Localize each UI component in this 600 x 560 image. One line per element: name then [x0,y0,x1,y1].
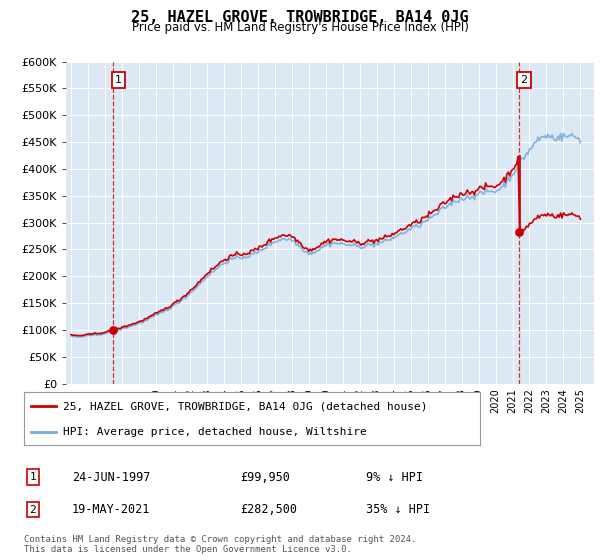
Text: 1: 1 [29,472,37,482]
Text: 2: 2 [29,505,37,515]
Text: £99,950: £99,950 [240,470,290,484]
Text: 1: 1 [115,76,122,85]
Text: 24-JUN-1997: 24-JUN-1997 [72,470,151,484]
Point [109,325,118,334]
Text: HPI: Average price, detached house, Wiltshire: HPI: Average price, detached house, Wilt… [63,427,367,437]
Text: 2: 2 [520,76,527,85]
Text: 19-MAY-2021: 19-MAY-2021 [72,503,151,516]
Text: £282,500: £282,500 [240,503,297,516]
Text: Price paid vs. HM Land Registry's House Price Index (HPI): Price paid vs. HM Land Registry's House … [131,21,469,34]
Text: 9% ↓ HPI: 9% ↓ HPI [366,470,423,484]
Text: 25, HAZEL GROVE, TROWBRIDGE, BA14 0JG: 25, HAZEL GROVE, TROWBRIDGE, BA14 0JG [131,10,469,25]
Text: 35% ↓ HPI: 35% ↓ HPI [366,503,430,516]
Text: Contains HM Land Registry data © Crown copyright and database right 2024.
This d: Contains HM Land Registry data © Crown c… [24,535,416,554]
Text: 25, HAZEL GROVE, TROWBRIDGE, BA14 0JG (detached house): 25, HAZEL GROVE, TROWBRIDGE, BA14 0JG (d… [63,402,427,412]
Point [514,227,524,236]
